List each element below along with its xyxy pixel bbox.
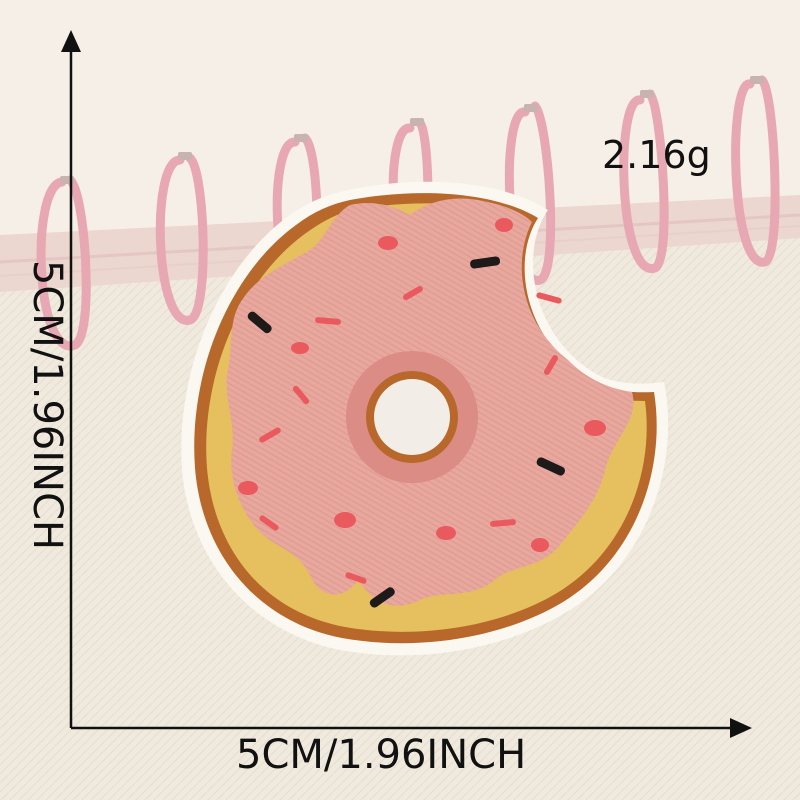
spiral-ring xyxy=(619,89,669,273)
donut-patch xyxy=(181,181,669,656)
ring-hole xyxy=(640,90,654,98)
sprinkle xyxy=(334,512,356,528)
sprinkle xyxy=(531,538,549,552)
right-arrowhead xyxy=(730,718,752,738)
donut-hole xyxy=(374,379,450,455)
sprinkle xyxy=(544,355,558,375)
sprinkle xyxy=(259,427,281,443)
sprinkle xyxy=(403,286,423,300)
spiral-ring xyxy=(504,101,556,285)
sprinkle xyxy=(315,317,341,325)
sprinkle xyxy=(470,256,501,269)
sprinkle xyxy=(584,420,606,436)
sprinkle xyxy=(495,218,513,232)
spiral-ring xyxy=(731,75,780,267)
width-dimension-label: 5CM/1.96INCH xyxy=(236,732,527,778)
sprinkle xyxy=(369,587,395,608)
up-arrowhead xyxy=(61,30,81,52)
spiral-ring xyxy=(155,153,208,325)
dimension-arrows xyxy=(61,30,752,738)
sprinkle xyxy=(345,572,367,584)
sprinkle xyxy=(436,526,456,540)
ring-hole xyxy=(294,134,308,142)
sprinkle xyxy=(378,236,398,250)
sprinkle xyxy=(247,311,272,334)
weight-label: 2.16g xyxy=(602,133,711,177)
sprinkle xyxy=(536,457,565,476)
height-dimension-label: 5CM/1.96INCH xyxy=(24,259,70,551)
ring-hole xyxy=(410,118,424,126)
sprinkle xyxy=(292,385,310,405)
sprinkle xyxy=(291,342,309,354)
ring-hole xyxy=(750,76,764,84)
sprinkle xyxy=(238,481,258,495)
spiral-ring xyxy=(36,175,91,351)
sprinkles xyxy=(238,218,606,584)
spiral-ring-holes xyxy=(60,76,764,184)
sprinkle xyxy=(259,515,279,531)
sprinkle xyxy=(490,519,516,527)
ring-hole xyxy=(178,152,192,160)
sprinkle xyxy=(536,292,562,304)
black-sprinkles xyxy=(247,256,565,608)
ring-hole xyxy=(524,104,538,112)
